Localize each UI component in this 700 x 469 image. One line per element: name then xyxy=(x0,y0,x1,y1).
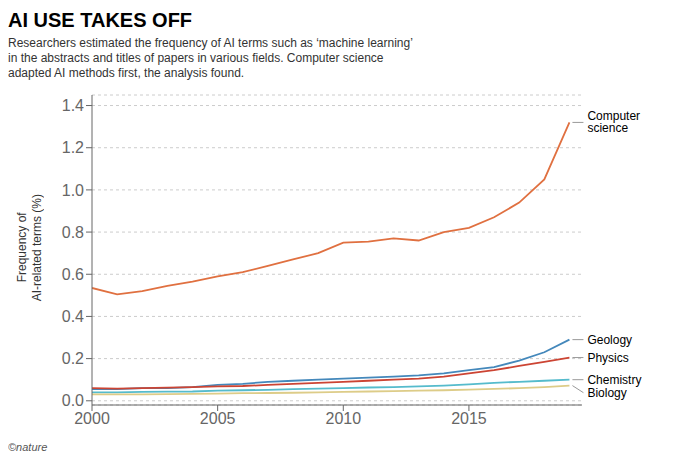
svg-text:1.2: 1.2 xyxy=(62,139,84,156)
svg-text:Chemistry: Chemistry xyxy=(587,373,641,387)
svg-text:2010: 2010 xyxy=(325,410,361,427)
svg-text:1.0: 1.0 xyxy=(62,182,84,199)
svg-text:2005: 2005 xyxy=(200,410,236,427)
svg-text:Physics: Physics xyxy=(587,351,628,365)
svg-text:0.4: 0.4 xyxy=(62,308,84,325)
svg-text:Computerscience: Computerscience xyxy=(587,109,640,135)
svg-text:2015: 2015 xyxy=(451,410,487,427)
html-text:©nature: ©nature xyxy=(8,441,48,453)
svg-text:Geology: Geology xyxy=(587,333,632,347)
html-text:AI USE TAKES OFF: AI USE TAKES OFF xyxy=(8,9,193,31)
svg-text:0.6: 0.6 xyxy=(62,266,84,283)
svg-text:2000: 2000 xyxy=(74,410,110,427)
svg-text:0.8: 0.8 xyxy=(62,224,84,241)
html-text:Frequency of AI-related terms: Frequency of AI-related terms (%) xyxy=(15,193,44,302)
html-text:Researchers estimated the freq: Researchers estimated the frequency of A… xyxy=(8,36,413,80)
svg-text:0.2: 0.2 xyxy=(62,350,84,367)
svg-text:Biology: Biology xyxy=(587,386,626,400)
svg-text:0.0: 0.0 xyxy=(62,392,84,409)
svg-text:1.4: 1.4 xyxy=(62,97,84,114)
